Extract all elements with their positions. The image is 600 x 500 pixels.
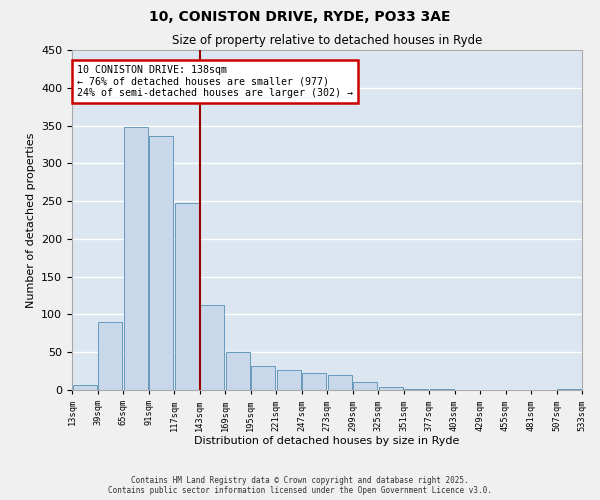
Bar — [379, 387, 403, 390]
Text: 10, CONISTON DRIVE, RYDE, PO33 3AE: 10, CONISTON DRIVE, RYDE, PO33 3AE — [149, 10, 451, 24]
Text: Contains HM Land Registry data © Crown copyright and database right 2025.
Contai: Contains HM Land Registry data © Crown c… — [108, 476, 492, 495]
Bar — [404, 389, 428, 390]
Bar — [557, 389, 581, 390]
Bar — [251, 366, 275, 390]
X-axis label: Distribution of detached houses by size in Ryde: Distribution of detached houses by size … — [194, 436, 460, 446]
Bar — [430, 389, 454, 390]
Bar — [73, 384, 97, 390]
Title: Size of property relative to detached houses in Ryde: Size of property relative to detached ho… — [172, 34, 482, 48]
Bar — [124, 127, 148, 390]
Bar — [353, 382, 377, 390]
Bar — [277, 370, 301, 390]
Bar — [200, 304, 224, 390]
Text: 10 CONISTON DRIVE: 138sqm
← 76% of detached houses are smaller (977)
24% of semi: 10 CONISTON DRIVE: 138sqm ← 76% of detac… — [77, 65, 353, 98]
Bar — [302, 374, 326, 390]
Bar — [149, 136, 173, 390]
Y-axis label: Number of detached properties: Number of detached properties — [26, 132, 35, 308]
Bar — [226, 352, 250, 390]
Bar — [328, 375, 352, 390]
Bar — [98, 322, 122, 390]
Bar — [175, 202, 199, 390]
